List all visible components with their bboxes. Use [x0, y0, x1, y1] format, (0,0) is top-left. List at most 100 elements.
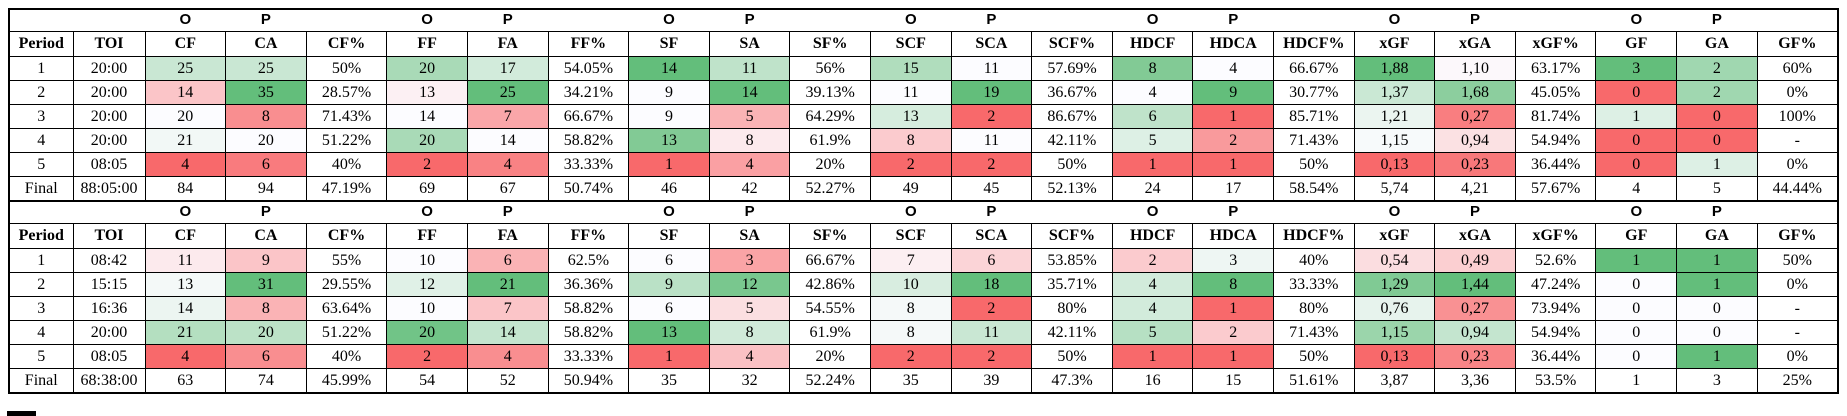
stat-cell-col-xgfpct: 36.44%	[1514, 344, 1597, 369]
stat-cell-col-toi: 68:38:00	[72, 368, 146, 394]
stat-cell-col-hdcfpct: 50%	[1273, 152, 1355, 177]
stat-cell-col-scfpct: 42.11%	[1031, 320, 1113, 345]
stat-cell-col-scfpct: 42.11%	[1031, 128, 1113, 153]
final-row: Final 68:38:00 63 74 45.99% 54 52 50.94% 35 32 52.…	[8, 368, 1839, 394]
stat-cell-col-scf: 49	[869, 176, 952, 202]
stat-cell-col-xgfpct: 57.67%	[1514, 176, 1597, 202]
stat-cell-col-scfpct: 52.13%	[1031, 176, 1113, 202]
header-col-sf: SF	[628, 31, 710, 57]
stat-cell-col-toi: 08:05	[72, 152, 146, 177]
op-band-cell-o: O	[870, 200, 952, 224]
stat-cell-col-sf: 13	[628, 320, 710, 345]
header-col-gfpct: GF%	[1756, 223, 1839, 249]
op-band-cell-p: P	[1434, 8, 1516, 32]
period-row: 1 20:00 25 25 50% 20 17 54.05% 14 11 56% 15 11 57.69%…	[8, 56, 1839, 81]
op-band-cell-o: O	[1112, 8, 1193, 32]
stat-cell-col-sfpct: 61.9%	[789, 128, 871, 153]
stat-cell-col-sf: 46	[628, 176, 710, 202]
stat-cell-col-gfpct: 0%	[1756, 344, 1839, 369]
op-band-cell-empty	[9, 200, 73, 224]
stat-cell-col-gfpct: 100%	[1756, 104, 1839, 129]
header-col-sfpct: SF%	[789, 223, 871, 249]
period-row: 5 08:05 4 6 40% 2 4 33.33% 1 4 20% 2 2 50% 1 1 50% 0,13 0,…	[8, 152, 1839, 177]
stat-cell-col-period: Final	[8, 176, 74, 202]
stat-cell-col-sa: 5	[708, 104, 791, 129]
stat-cell-col-hdcfpct: 71.43%	[1273, 128, 1355, 153]
stat-cell-col-ff: 10	[386, 248, 468, 273]
stat-cell-col-sa: 14	[708, 80, 791, 105]
stat-cell-col-ca: 94	[225, 176, 307, 202]
stat-cell-col-ffpct: 33.33%	[547, 344, 630, 369]
stat-cell-col-ff: 54	[386, 368, 468, 394]
stat-cell-col-sf: 14	[628, 56, 710, 81]
stat-cell-col-hdcf: 24	[1111, 176, 1194, 202]
stat-cell-col-fa: 6	[466, 248, 549, 273]
stat-cell-col-sf: 1	[628, 344, 710, 369]
stat-cell-col-scfpct: 57.69%	[1031, 56, 1113, 81]
stat-cell-col-sf: 1	[628, 152, 710, 177]
stat-cell-col-toi: 16:36	[72, 296, 146, 321]
stat-cell-col-cf: 4	[144, 344, 227, 369]
stat-cell-col-sfpct: 20%	[789, 344, 871, 369]
op-band-cell-p: P	[225, 8, 307, 32]
stat-cell-col-sa: 4	[708, 344, 791, 369]
stat-cell-col-hdcfpct: 50%	[1273, 344, 1355, 369]
header-col-hdcfpct: HDCF%	[1273, 223, 1355, 249]
stat-cell-col-sca: 2	[950, 344, 1033, 369]
op-band-cell-o: O	[1112, 200, 1193, 224]
op-band-cell-empty	[73, 8, 145, 32]
stat-cell-col-sf: 13	[628, 128, 710, 153]
stat-cell-col-xgfpct: 63.17%	[1514, 56, 1597, 81]
stat-cell-col-xga: 0,94	[1434, 128, 1516, 153]
stat-cell-col-toi: 08:42	[72, 248, 146, 273]
op-band-cell-empty	[789, 200, 871, 224]
stat-cell-col-cf: 13	[144, 272, 227, 297]
stat-cell-col-scfpct: 47.3%	[1031, 368, 1113, 394]
stat-cell-col-hdcfpct: 51.61%	[1273, 368, 1355, 394]
header-col-ga: GA	[1676, 31, 1758, 57]
stat-cell-col-hdcf: 2	[1111, 248, 1194, 273]
stat-cell-col-ff: 13	[386, 80, 468, 105]
stat-cell-col-cfpct: 55%	[305, 248, 388, 273]
stat-cell-col-scf: 7	[869, 248, 952, 273]
stat-cell-col-xgf: 1,29	[1353, 272, 1436, 297]
stat-cell-col-cf: 14	[144, 80, 227, 105]
op-band-cell-p: P	[467, 200, 549, 224]
op-band-cell-p: P	[1676, 8, 1758, 32]
stat-cell-col-scf: 2	[869, 344, 952, 369]
stat-cell-col-xga: 0,27	[1434, 296, 1516, 321]
stat-cell-col-xga: 3,36	[1434, 368, 1516, 394]
stat-cell-col-xgfpct: 53.5%	[1514, 368, 1597, 394]
stat-cell-col-sa: 42	[708, 176, 791, 202]
stat-cell-col-gf: 0	[1595, 152, 1678, 177]
stat-cell-col-scfpct: 50%	[1031, 344, 1113, 369]
stat-cell-col-scf: 13	[869, 104, 952, 129]
stat-cell-col-fa: 4	[466, 152, 549, 177]
stat-cell-col-hdcf: 16	[1111, 368, 1194, 394]
stat-cell-col-cfpct: 71.43%	[305, 104, 388, 129]
period-row: 4 20:00 21 20 51.22% 20 14 58.82% 13 8 61.9% 8 11 42.…	[8, 320, 1839, 345]
op-band-cell-p: P	[225, 200, 307, 224]
stat-cell-col-cfpct: 28.57%	[305, 80, 388, 105]
stat-cell-col-gf: 1	[1595, 104, 1678, 129]
stat-cell-col-hdcf: 4	[1111, 80, 1194, 105]
stat-cell-col-ga: 1	[1676, 272, 1758, 297]
stat-cell-col-gfpct: -	[1756, 128, 1839, 153]
stat-cell-col-sa: 5	[708, 296, 791, 321]
stat-cell-col-ff: 20	[386, 320, 468, 345]
stat-cell-col-period: 5	[8, 344, 74, 369]
stat-cell-col-hdcf: 4	[1111, 272, 1194, 297]
stat-cell-col-gfpct: 50%	[1756, 248, 1839, 273]
op-band-cell-empty	[548, 200, 629, 224]
stat-cell-col-xgfpct: 54.94%	[1514, 128, 1597, 153]
header-col-gf: GF	[1595, 223, 1678, 249]
stat-cell-col-period: Final	[8, 368, 74, 394]
header-col-cf: CF	[144, 223, 227, 249]
header-col-gfpct: GF%	[1756, 31, 1839, 57]
stat-cell-col-fa: 4	[466, 344, 549, 369]
stat-cell-col-xga: 0,23	[1434, 152, 1516, 177]
stat-cell-col-ca: 20	[225, 128, 307, 153]
stat-cell-col-gfpct: -	[1756, 320, 1839, 345]
header-col-gf: GF	[1595, 31, 1678, 57]
stat-cell-col-ga: 1	[1676, 152, 1758, 177]
